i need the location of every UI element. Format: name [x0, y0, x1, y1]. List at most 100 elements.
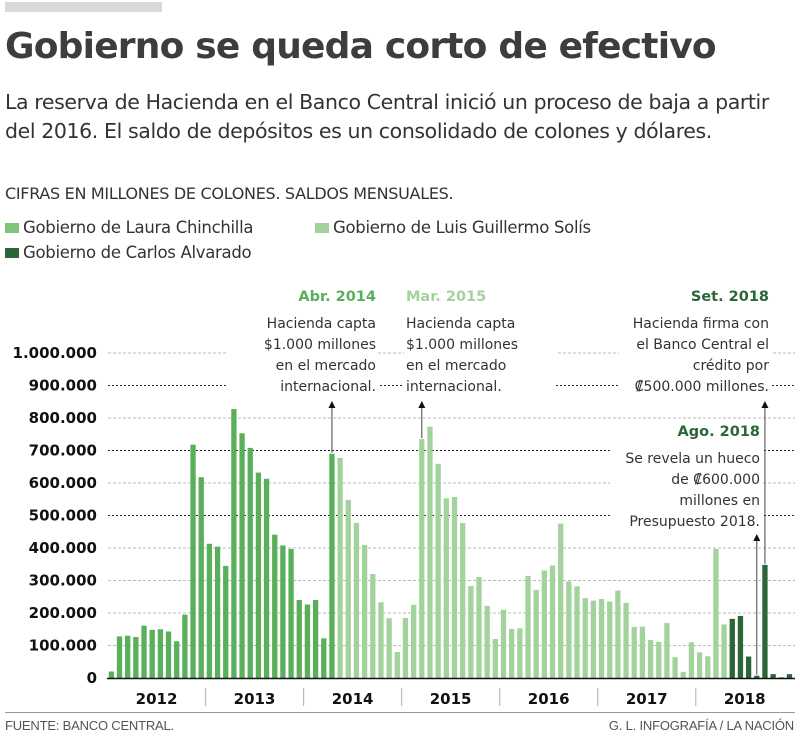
annotation-backdrop — [619, 303, 771, 409]
bar-chinchilla — [182, 614, 188, 678]
y-tick-label: 1.000.000 — [13, 344, 97, 362]
top-accent-bar — [5, 2, 162, 12]
page-title: Gobierno se queda corto de efectivo — [5, 26, 717, 67]
legend-item-solis: Gobierno de Luis Guillermo Solís — [315, 218, 591, 237]
y-tick-label: 200.000 — [29, 604, 97, 622]
bar-chinchilla — [304, 604, 311, 678]
annotation-date: Abr. 2014 — [298, 289, 376, 305]
y-tick-label: 700.000 — [29, 442, 97, 460]
credit-note: G. L. INFOGRAFÍA / LA NACIÓN — [608, 718, 794, 733]
annotation-backdrop — [404, 303, 556, 409]
bar-solis — [525, 575, 531, 678]
x-tick-label: 2017 — [626, 690, 668, 708]
bar-chart: 0 100.000 200.000 300.000 400.000 500.000 600.… — [13, 289, 795, 708]
annotation-text: Se revela un hueco — [625, 451, 760, 467]
annotation-text: ₡500.000 millones. — [635, 379, 769, 395]
footer-divider — [5, 712, 795, 713]
bar-solis — [607, 601, 613, 678]
bar-solis — [656, 641, 662, 678]
bar-chinchilla — [206, 543, 213, 678]
bar-chinchilla — [223, 565, 229, 678]
bar-chinchilla — [272, 534, 278, 678]
bar-solis — [574, 586, 580, 678]
bar-alvarado — [754, 675, 760, 678]
bar-solis — [460, 522, 466, 678]
bar-solis — [664, 623, 670, 678]
bar-alvarado — [737, 615, 744, 678]
x-tick-label: 2013 — [234, 690, 276, 708]
bar-alvarado — [745, 656, 752, 678]
bar-solis — [541, 570, 548, 678]
bar-solis — [394, 652, 400, 678]
bar-chinchilla — [157, 629, 164, 678]
legend-swatch-solis — [315, 222, 329, 233]
annotation-text: millones en — [679, 493, 760, 509]
annotation-text: Hacienda capta — [406, 316, 515, 332]
x-tick-label: 2018 — [724, 690, 766, 708]
bar-chinchilla — [108, 671, 114, 678]
bar-solis — [582, 598, 588, 678]
bar-solis — [337, 457, 343, 678]
legend-swatch-chinchilla — [5, 222, 19, 233]
y-tick-label: 400.000 — [29, 539, 97, 557]
annotation-text: Presupuesto 2018. — [629, 514, 760, 530]
legend-item-chinchilla: Gobierno de Laura Chinchilla — [5, 218, 253, 237]
annotation-backdrop — [226, 303, 378, 409]
x-tick-label: 2012 — [136, 690, 178, 708]
bar-solis — [672, 657, 678, 678]
bar-chinchilla — [133, 637, 139, 678]
bar-solis — [696, 652, 703, 678]
bar-chinchilla — [247, 447, 253, 678]
bar-solis — [721, 624, 727, 678]
bar-solis — [353, 522, 360, 678]
annotation-text: Hacienda capta — [267, 316, 376, 332]
bar-chinchilla — [198, 477, 204, 678]
bar-solis — [443, 498, 449, 678]
source-note: FUENTE: BANCO CENTRAL. — [5, 718, 174, 733]
bar-solis — [370, 574, 376, 678]
bar-solis — [688, 642, 695, 678]
legend-swatch-alvarado — [5, 247, 19, 258]
bar-chinchilla — [239, 433, 245, 678]
bar-solis — [705, 656, 711, 678]
bar-solis — [451, 496, 458, 678]
bar-solis — [647, 639, 654, 678]
bar-solis — [713, 548, 719, 678]
bar-solis — [386, 618, 392, 678]
bar-solis — [517, 628, 523, 678]
legend-label: Gobierno de Laura Chinchilla — [23, 218, 254, 237]
bar-solis — [492, 639, 498, 678]
annotation-text: de ₡600.000 — [671, 472, 760, 488]
bar-solis — [639, 626, 646, 678]
bar-solis — [476, 576, 482, 678]
bar-chinchilla — [149, 629, 155, 678]
bar-solis — [509, 628, 515, 678]
annotation-text: el Banco Central el — [636, 337, 769, 353]
y-tick-label: 500.000 — [29, 507, 97, 525]
bar-chinchilla — [165, 631, 172, 678]
annotation-text: $1.000 millones — [264, 337, 376, 353]
bar-solis — [402, 617, 409, 678]
bar-chinchilla — [141, 625, 147, 678]
bar-chinchilla — [125, 635, 131, 678]
annotation-date: Ago. 2018 — [678, 424, 760, 440]
annotation-text: crédito por — [693, 358, 769, 374]
bar-chinchilla — [214, 546, 221, 678]
bar-solis — [410, 604, 417, 678]
annotation-backdrop — [610, 438, 762, 544]
bar-solis — [631, 626, 637, 678]
bar-chinchilla — [116, 636, 123, 678]
bar-solis — [361, 545, 368, 678]
x-tick-label: 2014 — [332, 690, 374, 708]
bar-solis — [623, 602, 629, 678]
y-tick-label: 800.000 — [29, 409, 97, 427]
arrow-head-icon — [761, 401, 769, 408]
legend-item-alvarado: Gobierno de Carlos Alvarado — [5, 243, 252, 262]
annotation-text: en el mercado — [406, 358, 506, 374]
y-tick-label: 600.000 — [29, 474, 97, 492]
bar-solis — [598, 599, 605, 678]
bar-chinchilla — [263, 478, 270, 678]
units-note: CIFRAS EN MILLONES DE COLONES. SALDOS ME… — [5, 184, 454, 203]
bar-solis — [533, 589, 539, 678]
bar-chinchilla — [312, 600, 319, 678]
